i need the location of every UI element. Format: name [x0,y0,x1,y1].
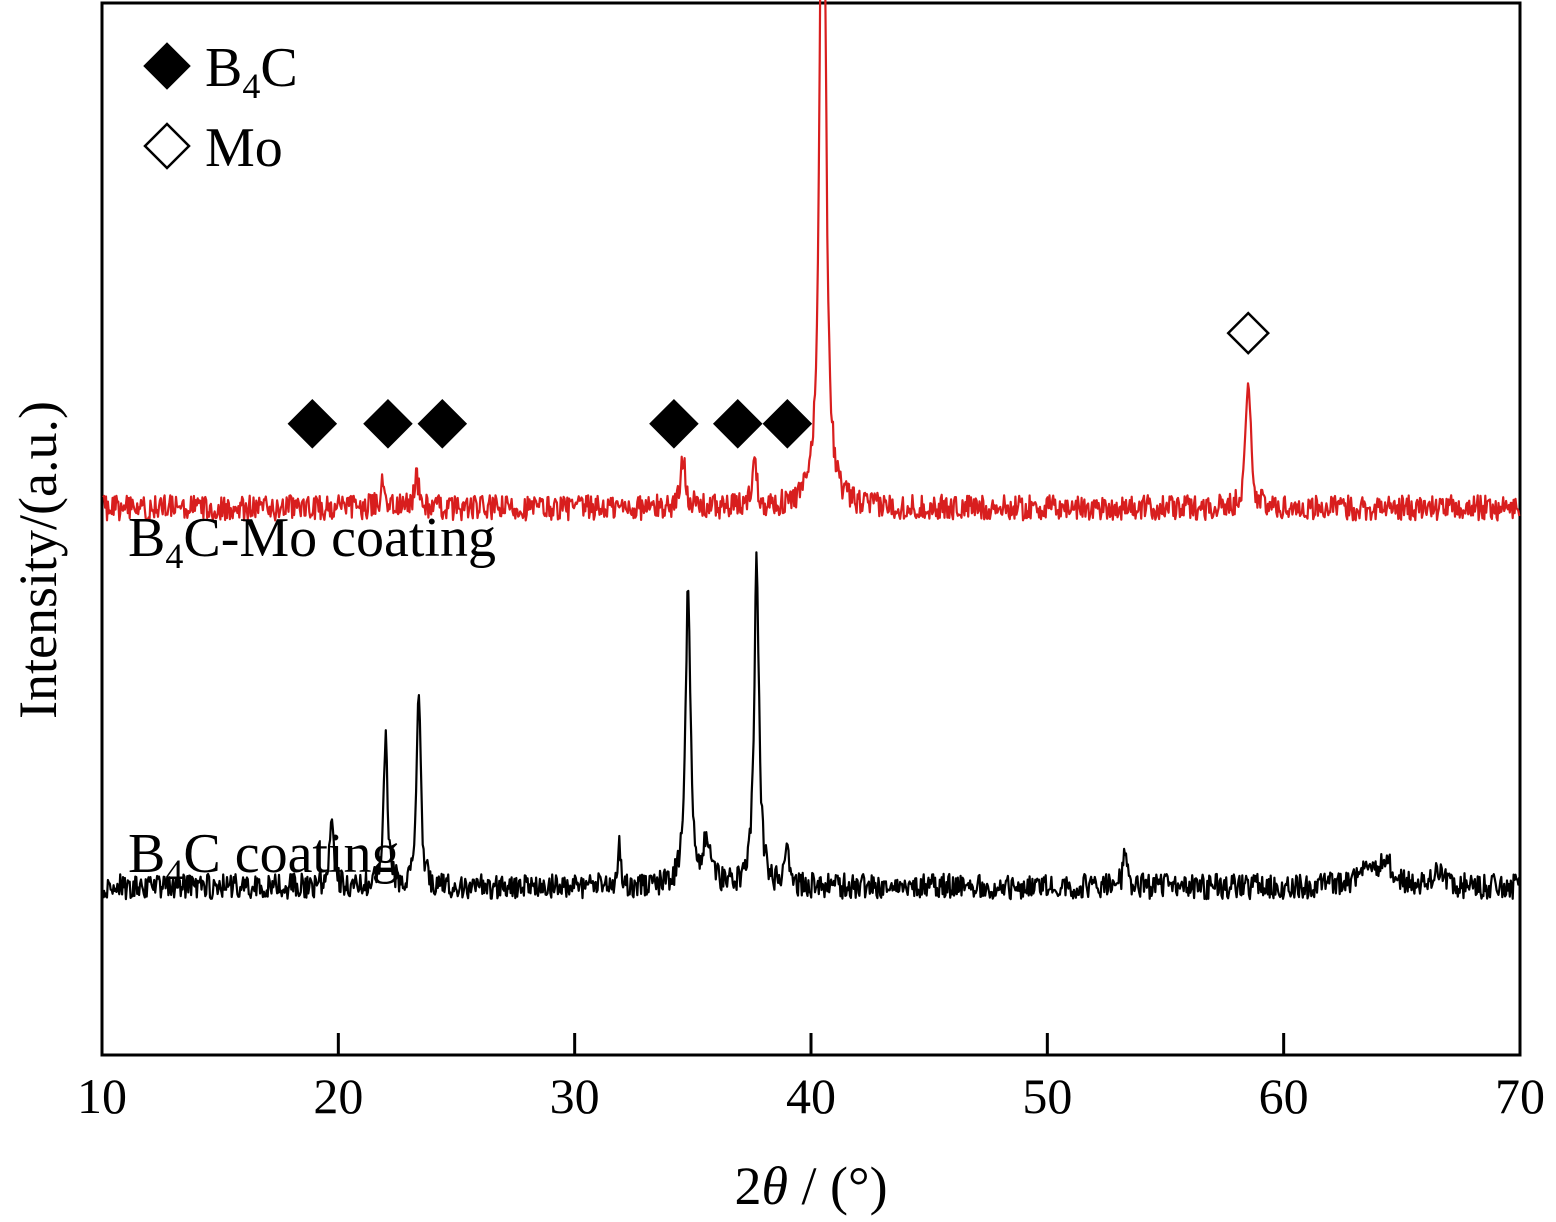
legend: B4C Mo [143,37,298,179]
series-line [102,551,1521,901]
y-axis-label: Intensity/(a.u.) [8,401,68,719]
phase-marker-layer [287,311,1270,449]
b4c-peak-marker [762,399,813,449]
legend-filled-diamond-icon [143,42,191,90]
legend-open-diamond-icon [143,122,191,170]
series-label-b4c: B4C coating [128,823,400,892]
b4c-peak-marker [649,399,699,449]
x-tick-label: 40 [786,1068,836,1124]
series-label-b4c-mo: B4C-Mo coating [128,507,496,576]
b4c-peak-marker [363,399,413,449]
x-tick-label: 50 [1022,1068,1072,1124]
x-tick-label: 20 [313,1068,363,1124]
b4c-peak-marker [287,399,338,449]
x-axis-ticks: 10 20 30 40 50 60 70 [77,1033,1545,1124]
series-layer [102,0,1521,901]
b4c-peak-marker [417,399,468,449]
series-line [102,0,1521,522]
b4c-peak-marker [712,399,763,449]
legend-label: B4C [205,37,298,106]
x-tick-label: 70 [1495,1068,1545,1124]
x-tick-label: 30 [550,1068,600,1124]
x-tick-label: 10 [77,1068,127,1124]
legend-label: Mo [205,117,283,179]
x-tick-label: 60 [1259,1068,1309,1124]
mo-peak-marker [1226,311,1270,355]
x-axis-label: 2θ / (°) [734,1156,887,1216]
